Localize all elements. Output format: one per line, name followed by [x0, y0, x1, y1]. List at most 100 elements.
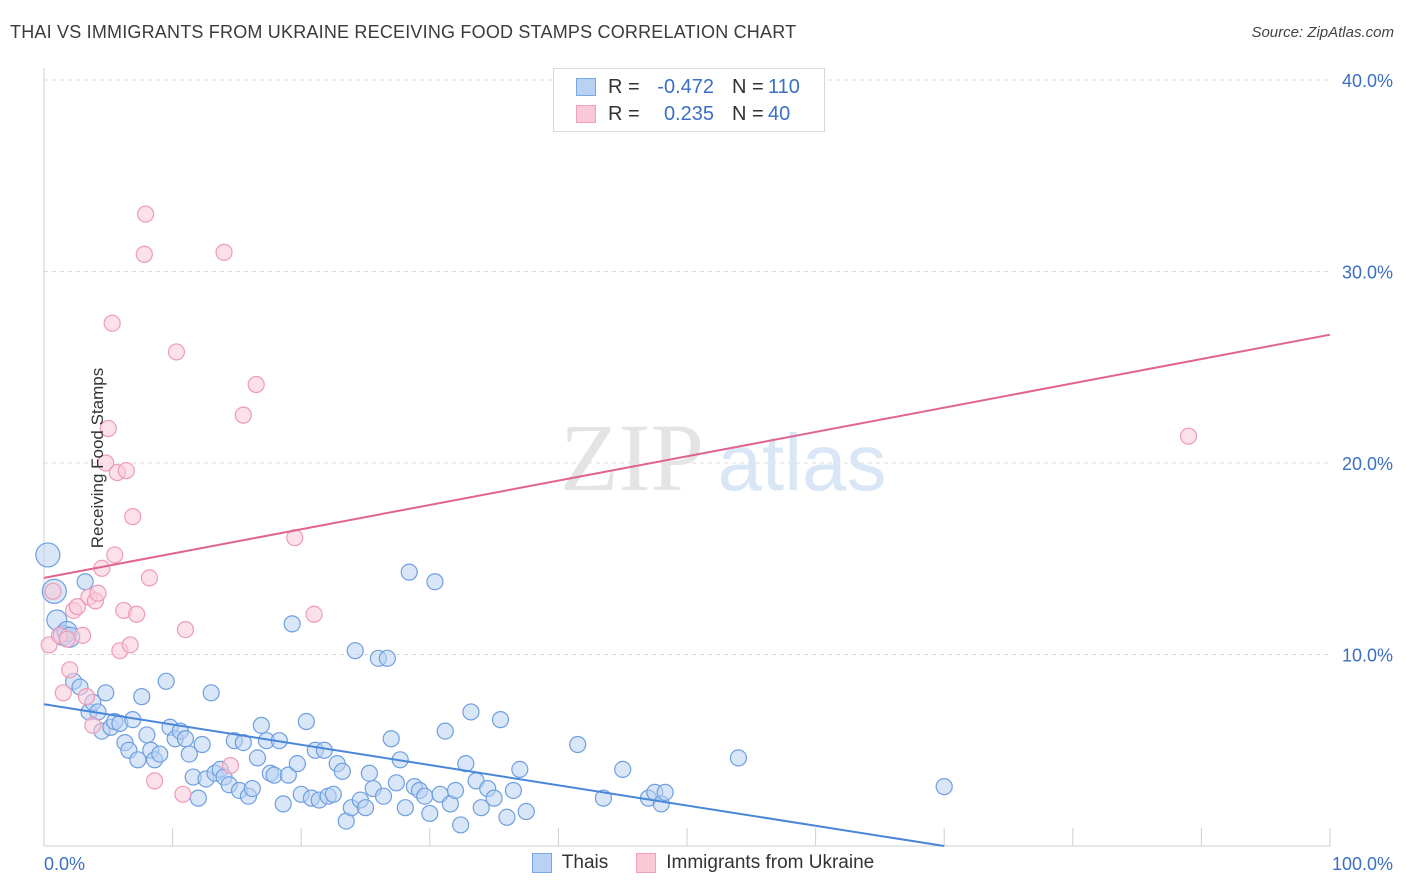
thais-point	[202, 684, 220, 702]
thais-point	[382, 730, 400, 748]
thais-point	[279, 766, 297, 784]
ukraine-point	[140, 569, 159, 587]
y-tick-label: 30.0%	[1342, 263, 1393, 283]
tick-labels: 10.0% 20.0% 30.0% 40.0% 0.0% 100.0%	[44, 71, 1393, 874]
ukraine-point	[99, 419, 117, 438]
ukraine-point	[124, 508, 142, 526]
thais-point	[498, 808, 516, 826]
legend-swatch-ukraine	[576, 105, 596, 123]
thais-point	[76, 573, 94, 591]
x-tick-label: 100.0%	[1332, 854, 1393, 874]
watermark-atlas: atlas	[718, 418, 887, 507]
thais-point	[374, 787, 393, 805]
stats-legend: R = -0.472 N = 110 R = 0.235 N = 40	[553, 68, 825, 132]
legend-label-thais: Thais	[561, 852, 609, 873]
thais-point	[729, 749, 748, 767]
legend-label-ukraine: Immigrants from Ukraine	[666, 852, 875, 873]
thais-point	[189, 789, 207, 807]
ukraine-point	[135, 245, 153, 263]
thais-point	[416, 787, 434, 805]
legend-item-thais[interactable]: Thais	[531, 852, 609, 874]
x-tick-label: 0.0%	[44, 854, 85, 874]
thais-point	[176, 730, 195, 748]
legend-n-value-thais: 110	[768, 75, 800, 98]
ukraine-point	[127, 605, 146, 623]
legend-swatch-ukraine	[636, 853, 657, 873]
thais-point	[133, 688, 151, 706]
source-label: Source: ZipAtlas.com	[1251, 24, 1394, 41]
thais-point	[594, 789, 613, 807]
thais-point	[243, 779, 261, 798]
ukraine-point	[68, 598, 87, 616]
ukraine-point	[44, 582, 62, 600]
y-tick-label: 10.0%	[1342, 646, 1393, 666]
y-tick-label: 40.0%	[1342, 71, 1393, 91]
thais-point	[248, 749, 267, 767]
thais-point	[356, 799, 375, 817]
chart-title: THAI VS IMMIGRANTS FROM UKRAINE RECEIVIN…	[10, 22, 797, 42]
thais-point	[421, 804, 439, 823]
thais-point	[35, 542, 61, 568]
ukraine-point	[58, 630, 76, 648]
data-points	[35, 205, 1198, 834]
series-legend: Thais Immigrants from Ukraine	[0, 852, 1406, 874]
thais-point	[346, 642, 364, 660]
y-tick-label: 20.0%	[1342, 454, 1393, 474]
thais-trend-line	[43, 703, 945, 847]
thais-point	[234, 733, 252, 752]
ukraine-point	[221, 756, 240, 775]
ukraine-point	[305, 605, 323, 623]
thais-point	[387, 774, 405, 792]
watermark: ZIP atlas	[560, 404, 886, 511]
thais-point	[297, 712, 315, 731]
thais-point	[656, 783, 674, 801]
legend-n-value-ukraine: 40	[768, 102, 791, 125]
ukraine-trend-line	[43, 333, 1331, 579]
thais-point	[151, 745, 169, 763]
thais-point	[436, 722, 454, 740]
thais-point	[193, 735, 211, 754]
legend-swatch-thais	[576, 78, 596, 96]
thais-point	[283, 615, 301, 633]
thais-point	[252, 716, 270, 734]
ukraine-point	[54, 684, 72, 702]
legend-r-label: R =	[608, 75, 640, 98]
thais-point	[462, 703, 480, 721]
thais-point	[569, 735, 587, 754]
legend-r-value-thais: -0.472	[657, 75, 714, 98]
legend-row-thais: R = -0.472 N = 110	[576, 75, 800, 99]
ukraine-point	[77, 688, 96, 706]
ukraine-point	[61, 661, 79, 679]
ukraine-point	[234, 406, 252, 424]
ukraine-point	[145, 772, 164, 790]
thais-point	[935, 778, 953, 796]
ukraine-point	[247, 375, 265, 394]
ukraine-point	[73, 626, 92, 644]
thais-point	[485, 789, 503, 807]
thais-point	[614, 760, 632, 779]
thais-point	[138, 726, 156, 744]
ukraine-point	[167, 343, 186, 361]
thais-point	[97, 684, 115, 702]
thais-point	[446, 781, 465, 800]
thais-point	[180, 745, 198, 763]
ukraine-point	[89, 584, 107, 602]
legend-r-label: R =	[608, 102, 640, 125]
thais-point	[426, 573, 444, 591]
thais-point	[517, 802, 535, 821]
thais-point	[324, 785, 342, 803]
thais-point	[504, 781, 522, 800]
ukraine-point	[117, 462, 135, 480]
legend-n-label: N =	[732, 75, 764, 98]
legend-item-ukraine[interactable]: Immigrants from Ukraine	[636, 852, 874, 874]
y-axis-label: Receiving Food Stamps	[88, 367, 108, 549]
thais-point	[157, 672, 175, 690]
legend-swatch-thais	[531, 853, 552, 873]
ukraine-point	[103, 314, 121, 332]
thais-point	[129, 751, 147, 769]
ukraine-point	[97, 454, 115, 472]
ukraine-point	[215, 243, 233, 261]
thais-point	[491, 711, 510, 729]
ukraine-point	[174, 785, 192, 803]
grid-lines	[44, 79, 1330, 655]
